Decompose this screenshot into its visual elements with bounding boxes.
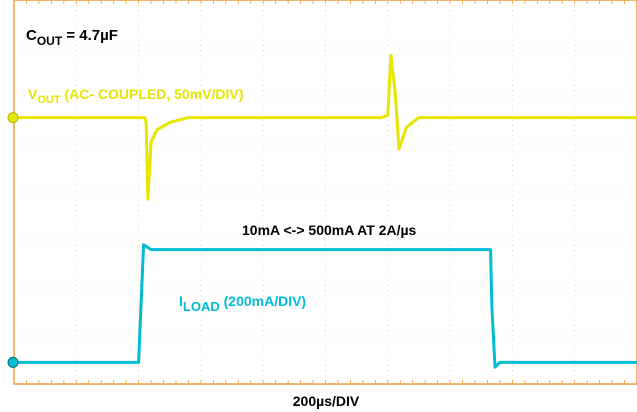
load-step-annotation: 10mA <-> 500mA AT 2A/µs: [242, 222, 417, 238]
cout-annotation: COUT = 4.7µF: [26, 27, 118, 48]
trace-out: [14, 53, 637, 201]
iload-label-main: I: [179, 293, 183, 309]
plot-border: [13, 0, 637, 385]
trace-load: [14, 243, 637, 369]
vout-label-rest: (AC- COUPLED, 50mV/DIV): [61, 86, 244, 102]
channel-marker-out: [7, 112, 19, 124]
x-axis-label: 200µs/DIV: [293, 393, 360, 409]
traces: [14, 53, 637, 369]
vout-series-label: VOUT (AC- COUPLED, 50mV/DIV): [28, 86, 243, 106]
vout-label-sub: OUT: [37, 94, 61, 106]
plot-area: [14, 0, 637, 384]
iload-label-rest: (200mA/DIV): [220, 293, 306, 309]
vout-label-main: V: [28, 86, 38, 102]
iload-series-label: ILOAD (200mA/DIV): [179, 293, 306, 314]
iload-label-sub: LOAD: [183, 299, 220, 314]
channel-markers: [7, 112, 19, 368]
channel-marker-load: [7, 356, 19, 368]
cout-value: = 4.7µF: [62, 27, 118, 44]
cout-sub: OUT: [37, 34, 63, 48]
cout-main: C: [26, 27, 37, 44]
